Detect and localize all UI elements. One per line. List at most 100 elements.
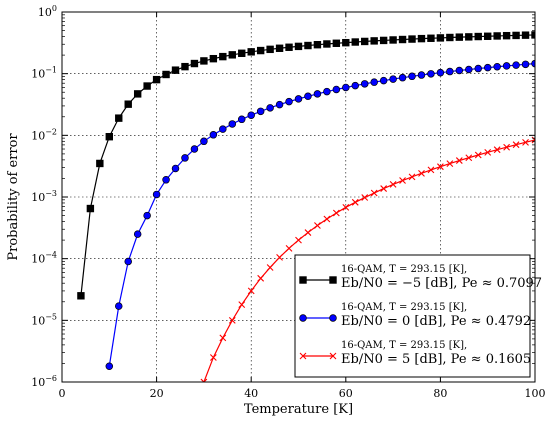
series-2-point (521, 60, 530, 69)
series-1-point (181, 62, 189, 71)
legend-label-line2: Eb/N0 = 5 [dB], Pe ≈ 0.1605 (341, 352, 531, 367)
series-2-point (152, 190, 161, 199)
series-3-point (465, 154, 473, 162)
series-3-point (408, 173, 416, 181)
x-axis-title: Temperature [K] (244, 402, 353, 417)
series-3-point (314, 222, 321, 229)
series-1-point (200, 57, 208, 65)
series-3-point (503, 143, 511, 151)
series-1-point (304, 41, 312, 50)
series-3-point (332, 209, 340, 217)
series-1-point (446, 33, 454, 42)
legend-swatch-marker (299, 352, 307, 360)
series-2-point (408, 72, 416, 81)
series-3-point (474, 151, 482, 159)
series-2-point (465, 65, 473, 74)
legend-swatch-marker (299, 276, 307, 284)
series-3-point (238, 301, 246, 308)
series-1-point (389, 36, 397, 44)
series-2-line (108, 62, 535, 367)
series-1-point (332, 39, 341, 47)
series-1-point (275, 44, 284, 52)
series-1-point (77, 292, 85, 300)
series-1-point (455, 33, 464, 41)
x-tick-label: 20 (150, 387, 164, 400)
series-1-point (209, 54, 218, 63)
series-2-point (171, 164, 180, 173)
legend-label-line2: Eb/N0 = 0 [dB], Pe ≈ 0.4792 (341, 314, 531, 329)
y-tick-label: 10−3 (31, 189, 57, 204)
series-2-point (323, 87, 331, 96)
series-3-point (285, 244, 293, 252)
series-1-point (152, 75, 161, 84)
series-1-point (361, 37, 369, 46)
series-2-point (512, 61, 520, 69)
series-2-point (162, 176, 170, 184)
series-3-point (455, 157, 463, 164)
series-2-point (200, 137, 208, 146)
series-2-point (493, 62, 501, 71)
series-2-point (105, 362, 114, 371)
series-3-point (484, 148, 492, 156)
series-2-point (133, 230, 142, 238)
series-3-point (219, 334, 227, 342)
series-1-point (474, 32, 482, 41)
y-tick-label: 10−1 (31, 66, 57, 81)
series-1-point (162, 70, 170, 79)
series-2-point (313, 90, 322, 98)
legend-swatch-marker (329, 276, 337, 284)
series-2-point (256, 107, 265, 116)
series-2-point (360, 80, 369, 88)
series-2-point (190, 145, 199, 153)
series-2 (105, 59, 535, 371)
series-2-point (304, 92, 312, 101)
series-3-point (446, 160, 454, 167)
tick-layer: 0 20 40 60 80 100 100 10−1 10−2 10−3 10−4 10−5 10−6 (31, 4, 545, 400)
y-tick-label: 10−4 (31, 251, 57, 266)
series-3-point (295, 236, 302, 244)
series-2-point (285, 97, 293, 106)
series-3-point (209, 354, 217, 361)
series-3-point (361, 194, 369, 201)
series-1-point (238, 49, 246, 57)
series-2-point (124, 257, 132, 266)
y-tick-label: 100 (38, 4, 57, 19)
series-1-point (247, 48, 255, 56)
series-1-point (502, 31, 511, 40)
series-1-point (115, 114, 123, 122)
legend-label-line2: Eb/N0 = −5 [dB], Pe ≈ 0.7097 (341, 276, 542, 291)
x-tick-label: 0 (59, 387, 66, 400)
series-3-point (418, 169, 425, 177)
series-3-point (380, 185, 388, 192)
series-2-point (379, 76, 388, 85)
x-tick-label: 100 (525, 387, 546, 400)
series-1-point (323, 40, 331, 48)
series-1-point (512, 31, 520, 40)
series-2-point (237, 115, 246, 124)
series-1-point (219, 52, 227, 61)
series-2-point (351, 81, 360, 90)
series-1-point (484, 32, 492, 40)
series-2-point (332, 85, 341, 94)
series-2-point (370, 78, 378, 86)
series-1-point (313, 40, 322, 49)
series-1-point (493, 32, 501, 40)
series-1-point (256, 46, 265, 55)
series-1-point (86, 204, 95, 213)
series-3-point (512, 141, 520, 149)
series-3-point (351, 198, 359, 206)
legend-label-line1: 16-QAM, T = 293.15 [K], (341, 302, 467, 313)
series-2-point (436, 68, 445, 77)
series-2-point (294, 95, 303, 103)
series-1-point (436, 34, 445, 42)
series-2-point (247, 111, 255, 119)
series-2-point (483, 63, 492, 72)
series-1-point (143, 82, 151, 90)
series-3-point (493, 146, 501, 154)
series-2-point (275, 100, 284, 109)
series-2-point (181, 154, 189, 162)
series-2-point (115, 302, 123, 310)
legend-swatch-marker (299, 314, 307, 322)
series-2-point (266, 104, 274, 112)
